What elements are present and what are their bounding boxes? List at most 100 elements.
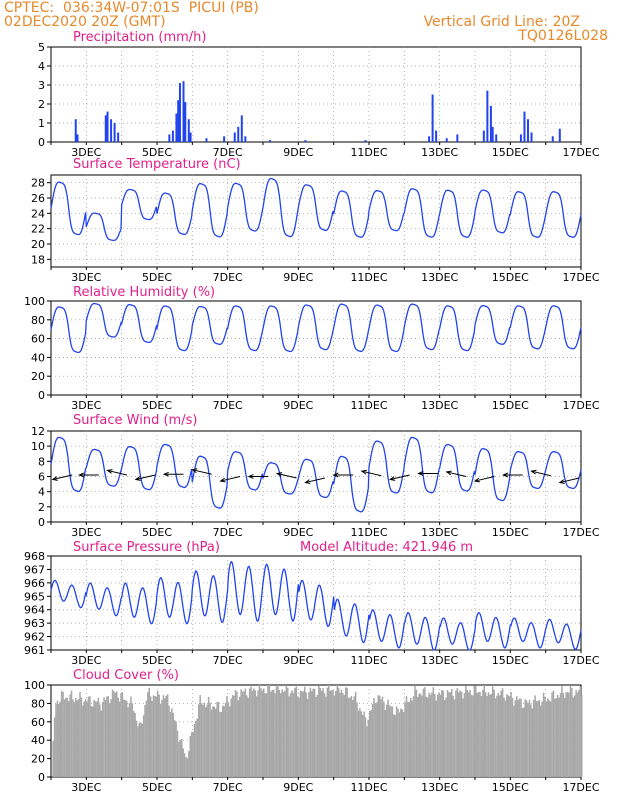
cloud-bar [458, 692, 460, 777]
cloud-bar [343, 695, 346, 777]
cloud-bar [448, 692, 450, 777]
cloud-bar [231, 695, 234, 777]
precip-bar [106, 111, 109, 142]
cloud-bar [438, 692, 440, 777]
cloud-bar [67, 701, 70, 777]
cloud-bar [264, 693, 266, 777]
panel-1-ytick-label: 5 [38, 41, 45, 54]
wind-arrow [52, 474, 73, 481]
cloud-bar [418, 693, 420, 777]
cloud-bar [250, 686, 252, 777]
cloud-bar [99, 704, 101, 777]
cloud-bar [335, 691, 337, 777]
cloud-bar [79, 692, 81, 777]
cloud-bar [489, 694, 491, 777]
cloud-bar [350, 696, 353, 777]
cloud-bar [421, 695, 423, 777]
panel-2-xtick-label: 3DEC [71, 271, 101, 284]
precip-bar [558, 128, 561, 142]
panel-2-ytick-label: 28 [31, 177, 45, 190]
cloud-bar [431, 692, 433, 777]
panel-5-xtick-label: 9DEC [283, 654, 313, 667]
panel-6-ytick-label: 60 [31, 716, 45, 729]
cloud-bar [449, 692, 452, 777]
precip-bar [445, 138, 448, 142]
cloud-bar [537, 700, 539, 777]
cloud-bar [53, 717, 56, 777]
cloud-bar [69, 694, 71, 777]
cloud-bar [445, 697, 447, 777]
panel-4-xtick-label: 11DEC [350, 526, 387, 539]
panel-6-ytick-label: 80 [31, 697, 45, 710]
cloud-bar [535, 701, 538, 777]
cloud-bar [487, 692, 490, 777]
header-grid-line: Vertical Grid Line: 20Z [423, 14, 580, 30]
cloud-bar [347, 697, 350, 777]
wind-arrow [531, 470, 552, 477]
cloud-bar [391, 706, 394, 777]
cloud-bar [501, 688, 504, 777]
cloud-bar [456, 688, 459, 777]
cloud-bar [52, 740, 54, 777]
cloud-bar [482, 689, 484, 777]
cloud-bar [161, 700, 163, 777]
panel-2-xtick-label: 5DEC [142, 271, 172, 284]
cloud-bar [527, 702, 529, 777]
cloud-bar [120, 693, 122, 777]
precip-bar [244, 136, 247, 142]
cloud-bar [155, 696, 158, 777]
cloud-bar [559, 692, 562, 777]
cloud-bar [298, 697, 300, 777]
panel-1-xtick-label: 5DEC [142, 146, 172, 159]
panel-4-xtick-label: 7DEC [213, 526, 243, 539]
panel-5-xtick-label: 7DEC [213, 654, 243, 667]
cloud-bar [467, 692, 470, 777]
precip-bar [175, 113, 178, 142]
wind-arrow [474, 476, 495, 482]
panel-3-ytick-label: 20 [31, 370, 45, 383]
cloud-bar [303, 686, 306, 777]
panel-6-xtick-label: 11DEC [350, 781, 387, 794]
cloud-bar [561, 686, 563, 777]
precip-bar [364, 140, 367, 142]
cloud-bar [520, 698, 522, 777]
cloud-bar [515, 696, 518, 777]
cloud-bar [465, 685, 467, 777]
cloud-bar [349, 697, 351, 777]
cloud-bar [469, 690, 471, 777]
cloud-bar [116, 691, 118, 777]
cloud-bar [80, 697, 83, 777]
cloud-bar [538, 700, 541, 777]
cloud-bar [271, 689, 273, 777]
panel-1-ytick-label: 1 [38, 117, 45, 130]
cloud-bar [131, 703, 134, 777]
panel-6-xtick-label: 17DEC [562, 781, 599, 794]
panel-3-xtick-label: 15DEC [492, 399, 529, 412]
cloud-bar [532, 699, 535, 777]
cloud-bar [77, 698, 80, 777]
panel-6-xtick-label: 5DEC [142, 781, 172, 794]
cloud-bar [83, 701, 86, 777]
cloud-bar [124, 699, 126, 777]
precip-bar [428, 136, 431, 142]
panel-3-frame [50, 300, 582, 396]
panel-5-xtick-label: 11DEC [350, 654, 387, 667]
cloud-bar [292, 692, 295, 777]
cloud-bar [333, 695, 336, 777]
cloud-bar [145, 700, 148, 777]
cloud-bar [123, 699, 125, 777]
cloud-bar [400, 708, 402, 777]
panel-3-ytick-label: 80 [31, 314, 45, 327]
cloud-bar [320, 690, 323, 777]
cloud-bar [168, 705, 170, 777]
cloud-bar [91, 706, 94, 777]
cloud-bar [171, 708, 173, 777]
header-model-id: TQ0126L028 [518, 28, 608, 44]
cloud-bar [369, 710, 371, 777]
panel-3-ytick-label: 60 [31, 333, 45, 346]
cloud-bar [452, 695, 454, 777]
cloud-bar [387, 699, 389, 777]
wind-arrow [135, 474, 156, 481]
cloud-bar [183, 753, 186, 777]
cloud-bar [294, 688, 296, 777]
